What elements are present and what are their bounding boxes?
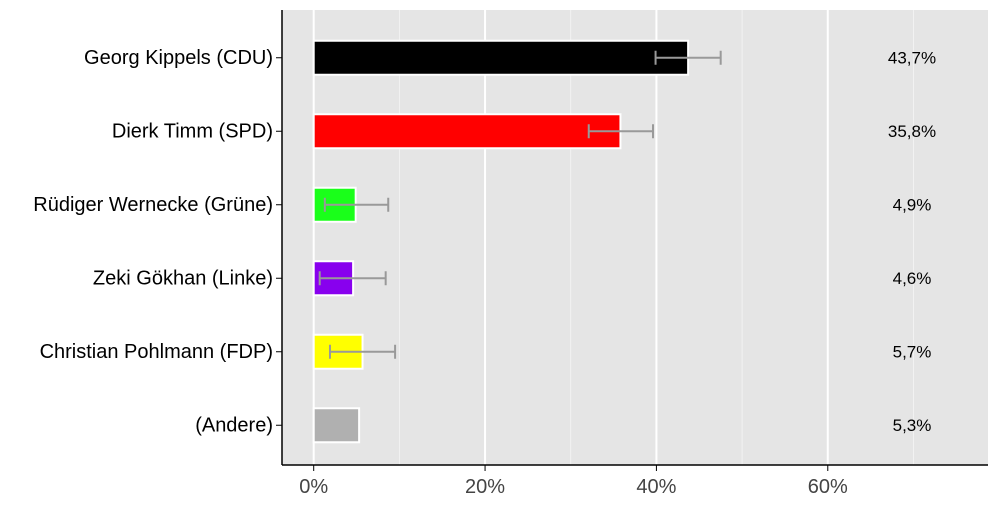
category-label: Christian Pohlmann (FDP)	[40, 341, 273, 363]
value-label: 5,3%	[893, 416, 932, 435]
x-tick-label: 60%	[808, 476, 848, 498]
value-label: 5,7%	[893, 342, 932, 361]
value-label: 43,7%	[888, 48, 936, 67]
x-tick-label: 0%	[299, 476, 328, 498]
value-label: 35,8%	[888, 122, 936, 141]
bar	[312, 113, 622, 150]
bar	[312, 39, 690, 76]
x-tick-label: 40%	[636, 476, 676, 498]
bar	[312, 407, 361, 444]
category-label: Zeki Gökhan (Linke)	[93, 267, 273, 289]
category-label: Dierk Timm (SPD)	[112, 120, 273, 142]
category-label: Georg Kippels (CDU)	[84, 47, 273, 69]
category-label: Rüdiger Wernecke (Grüne)	[33, 194, 273, 216]
value-label: 4,6%	[893, 269, 932, 288]
plot-panel	[282, 10, 988, 465]
value-label: 4,9%	[893, 195, 932, 214]
category-label: (Andere)	[195, 414, 273, 436]
x-tick-label: 20%	[465, 476, 505, 498]
